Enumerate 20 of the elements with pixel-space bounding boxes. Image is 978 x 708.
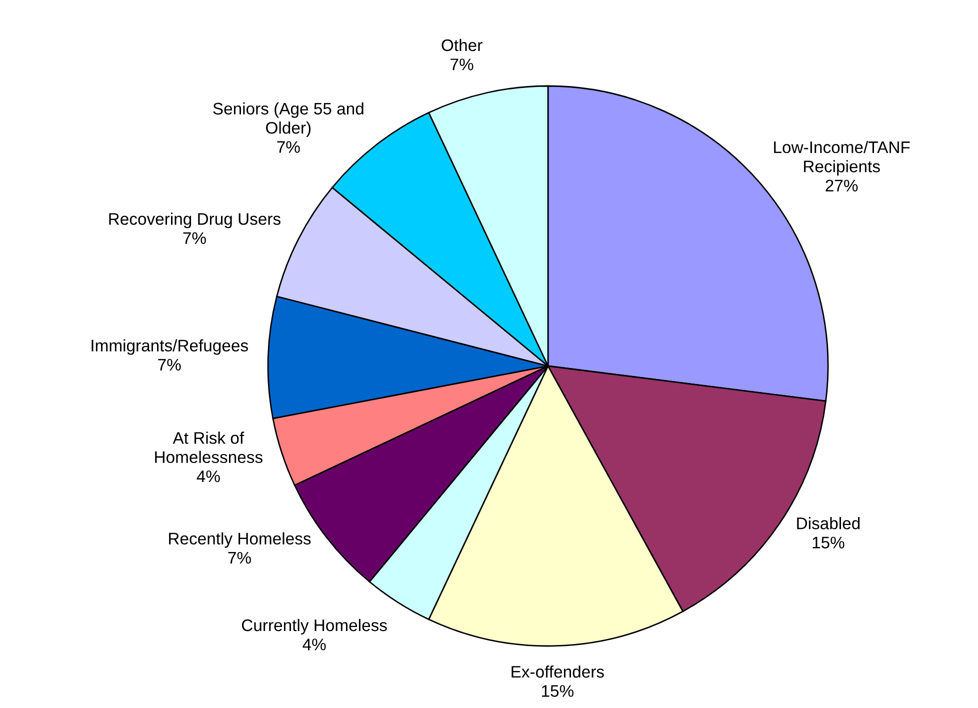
slice-label: Ex-offenders [512, 665, 604, 678]
slice-label: At Risk of Homelessness [155, 432, 262, 464]
data-label: 7% [228, 552, 251, 564]
slice-label: Recovering Drug Users [109, 212, 280, 228]
data-label: 15% [812, 536, 844, 548]
data-label: 7% [158, 358, 181, 371]
slice-label: Immigrants/Refugees [92, 339, 248, 355]
data-label: 15% [542, 685, 574, 697]
slice-label: Other [442, 38, 482, 52]
data-label: 4% [302, 638, 326, 650]
slice-label: Low-Income/TANF Recipients [774, 140, 910, 176]
slice-label: Disabled [797, 517, 860, 530]
data-label: 7% [450, 58, 474, 70]
data-label: 7% [183, 232, 206, 244]
data-label: 7% [277, 141, 300, 153]
data-label: 4% [196, 470, 220, 482]
slice-label: Seniors (Age 55 and Older) [213, 102, 364, 138]
slice-label: Currently Homeless [242, 618, 387, 634]
slice-label: Recently Homeless [169, 532, 311, 548]
data-label: 27% [826, 180, 858, 192]
